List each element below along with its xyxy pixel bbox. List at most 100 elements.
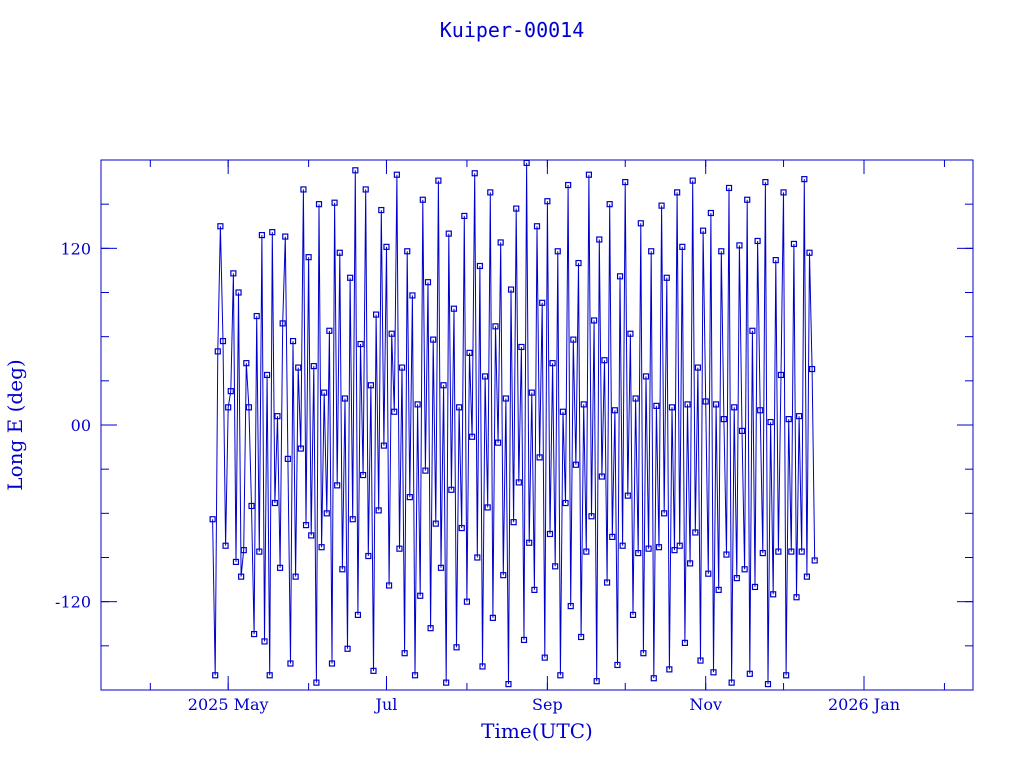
data-point xyxy=(720,416,727,423)
data-point xyxy=(463,598,471,605)
data-point xyxy=(266,672,273,679)
data-point xyxy=(448,486,455,493)
data-point xyxy=(300,186,307,193)
data-point xyxy=(334,482,341,489)
data-point xyxy=(575,259,582,267)
data-point xyxy=(699,227,707,234)
data-point xyxy=(694,364,702,371)
x-tick-label: 2026 Jan xyxy=(828,695,900,714)
data-point xyxy=(632,395,639,402)
data-point xyxy=(476,262,484,270)
data-point xyxy=(398,364,406,371)
data-point xyxy=(227,388,234,395)
data-point xyxy=(391,408,398,415)
data-point xyxy=(362,186,369,193)
data-point xyxy=(435,177,442,184)
data-point xyxy=(360,471,367,479)
data-point xyxy=(263,371,271,379)
data-point xyxy=(549,360,556,367)
data-point xyxy=(759,549,766,557)
data-point xyxy=(380,442,387,449)
data-point xyxy=(653,402,660,409)
data-point xyxy=(588,513,595,520)
data-point xyxy=(601,357,608,364)
data-point xyxy=(365,552,372,560)
data-point xyxy=(661,510,668,517)
data-point xyxy=(489,614,496,621)
data-point xyxy=(783,672,790,679)
data-point xyxy=(354,611,362,619)
data-point xyxy=(679,243,686,250)
data-point xyxy=(404,248,411,255)
data-point xyxy=(258,231,266,239)
data-point xyxy=(357,340,364,348)
data-point xyxy=(375,507,382,514)
data-point xyxy=(715,586,722,593)
data-point xyxy=(422,467,429,474)
data-point xyxy=(733,575,740,582)
data-point xyxy=(341,395,349,402)
data-point xyxy=(388,330,395,337)
data-point xyxy=(744,196,751,203)
data-point xyxy=(292,573,299,580)
data-point xyxy=(614,661,621,669)
data-point xyxy=(533,223,541,230)
data-point xyxy=(562,499,569,507)
data-point xyxy=(539,299,546,306)
data-point xyxy=(230,270,237,277)
x-tick-marks: 2025 May Jul Sep Nov 2026 Jan xyxy=(149,160,945,714)
data-point xyxy=(315,201,323,208)
data-point xyxy=(754,237,761,245)
data-point xyxy=(692,529,699,536)
data-point xyxy=(424,279,432,286)
data-point xyxy=(603,579,611,586)
data-point xyxy=(772,257,779,264)
data-point xyxy=(526,539,533,546)
data-point xyxy=(811,557,818,564)
data-point xyxy=(767,418,774,426)
data-point xyxy=(419,196,426,203)
data-point xyxy=(741,566,748,573)
data-point xyxy=(406,494,413,501)
data-point xyxy=(629,611,637,619)
data-point xyxy=(440,382,447,389)
x-tick-label: Nov xyxy=(689,695,722,714)
data-point xyxy=(557,672,564,679)
data-point xyxy=(738,427,746,434)
data-point xyxy=(310,363,317,370)
data-point xyxy=(500,572,507,579)
data-point xyxy=(238,573,245,580)
data-point xyxy=(222,542,229,549)
data-point xyxy=(274,413,281,420)
data-point xyxy=(232,558,240,566)
data-point xyxy=(497,239,504,246)
data-point xyxy=(546,530,554,538)
data-point xyxy=(487,189,494,196)
data-point xyxy=(606,201,613,208)
x-tick-label: 2025 May xyxy=(188,695,269,714)
data-point xyxy=(479,663,486,670)
data-point xyxy=(762,178,769,186)
chart-title: Kuiper-00014 xyxy=(440,18,585,42)
data-point xyxy=(297,445,304,452)
data-point xyxy=(245,404,253,411)
data-point xyxy=(627,330,634,337)
data-point xyxy=(492,323,499,330)
data-point xyxy=(276,564,284,571)
data-point xyxy=(710,669,717,676)
data-point xyxy=(430,336,437,343)
data-point xyxy=(658,202,665,209)
data-point xyxy=(261,638,268,645)
data-point xyxy=(414,401,421,408)
data-point xyxy=(318,544,325,551)
data-point xyxy=(367,382,375,389)
data-point xyxy=(648,248,655,255)
data-point xyxy=(217,223,224,230)
data-point xyxy=(243,360,250,367)
plot-area xyxy=(209,159,818,688)
y-tick-label: -120 xyxy=(55,593,91,612)
data-point xyxy=(590,317,598,324)
data-point xyxy=(450,305,458,312)
data-point xyxy=(676,542,683,549)
data-point xyxy=(502,395,509,402)
